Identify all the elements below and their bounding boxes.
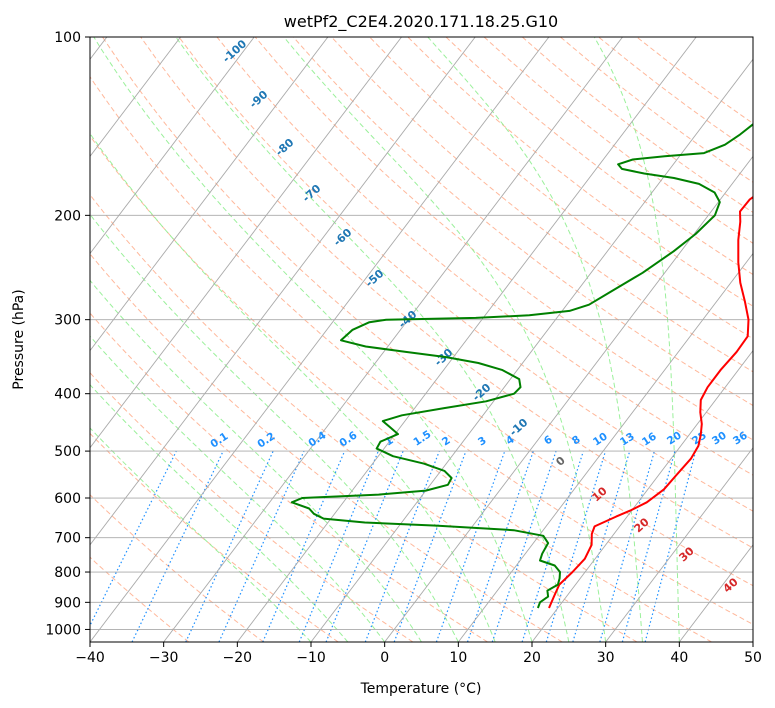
- x-tick-label: 30: [597, 650, 615, 666]
- y-tick-label: 100: [54, 30, 81, 46]
- moist-adiabat: [93, 37, 533, 642]
- isotherm-line: [310, 58, 753, 642]
- moist-adiabat: [90, 384, 349, 642]
- y-tick-label: 200: [54, 208, 81, 224]
- profile-series: [290, 123, 753, 609]
- dry-adiabat: [331, 37, 753, 373]
- moist-adiabat: [90, 213, 459, 642]
- x-tick-label: −30: [149, 650, 179, 666]
- mixing-ratio-line: [262, 450, 346, 642]
- dry-adiabat: [90, 135, 712, 642]
- y-tick-label: 300: [54, 313, 81, 329]
- x-tick-label: −10: [296, 650, 326, 666]
- x-axis-label: Temperature (°C): [360, 681, 482, 697]
- y-axis: 100 200 300 400 500 600 700 800 900 1000: [45, 30, 90, 638]
- mixing-ratio-line: [644, 450, 697, 642]
- moist-adiabat: [90, 335, 386, 642]
- dry-adiabat: [90, 75, 753, 625]
- mixing-ratio-line: [435, 450, 506, 642]
- x-axis: −40 −30 −20 −10 0 10 20 30 40 50: [75, 642, 762, 666]
- moist-adiabat: [427, 37, 643, 642]
- x-tick-label: 0: [380, 650, 389, 666]
- y-tick-label: 400: [54, 387, 81, 403]
- isotherm-line: [384, 155, 753, 642]
- dry-adiabat: [90, 556, 190, 642]
- plot-frame: [89, 36, 754, 643]
- moist-adiabat: [90, 132, 496, 642]
- isotherm-line: [236, 37, 697, 642]
- isotherm-line: [90, 37, 181, 158]
- isotherm-line: [90, 37, 255, 255]
- moist-adiabat: [283, 37, 607, 642]
- plot-area: -100-90-80-70-60-50-40-30-20-10010203040…: [90, 37, 753, 642]
- x-tick-label: 20: [523, 650, 541, 666]
- mixing-ratio-line: [185, 450, 274, 642]
- isotherm-line: [90, 37, 550, 642]
- isotherm-line: [605, 447, 753, 642]
- mixing-ratio-line: [621, 450, 676, 642]
- x-tick-label: 40: [670, 650, 688, 666]
- mixing-ratio-line: [298, 450, 379, 642]
- dry-adiabat: [90, 312, 488, 642]
- x-tick-label: −20: [223, 650, 253, 666]
- dry-adiabat: [292, 37, 753, 407]
- mixing-ratio-lines: [90, 450, 697, 642]
- isotherm-line: [457, 252, 753, 642]
- dry-adiabat: [90, 253, 563, 642]
- y-tick-label: 500: [54, 444, 81, 460]
- mixing-ratio-line: [521, 450, 584, 642]
- y-tick-label: 900: [54, 595, 81, 611]
- chart-title: wetPf2_C2E4.2020.171.18.25.G10: [284, 12, 558, 32]
- y-tick-label: 700: [54, 531, 81, 547]
- dry-adiabat: [178, 37, 753, 512]
- dewpoint-line: [290, 123, 753, 609]
- y-tick-label: 600: [54, 491, 81, 507]
- mixing-ratio-line: [491, 450, 557, 642]
- dry-adiabat: [90, 494, 264, 642]
- isotherm-line: [90, 37, 402, 449]
- mixing-ratio-line: [218, 450, 305, 642]
- mixing-ratio-line: [131, 450, 224, 642]
- isotherm-line: [90, 37, 329, 352]
- dry-adiabat: [90, 194, 638, 642]
- dry-adiabat: [102, 37, 753, 587]
- isotherm-line: [163, 37, 623, 642]
- isotherm-line: [531, 349, 753, 642]
- pressure-gridlines: [90, 37, 753, 630]
- x-tick-label: 10: [449, 650, 467, 666]
- dry-adiabat: [216, 37, 753, 476]
- x-tick-label: 50: [744, 650, 762, 666]
- isotherms: [90, 37, 753, 642]
- mixing-ratio-line: [599, 450, 656, 642]
- moist-adiabat: [593, 37, 680, 642]
- mixing-ratio-line: [572, 450, 631, 642]
- temperature-line: [548, 195, 753, 609]
- x-tick-label: −40: [75, 650, 105, 666]
- mixing-ratio-line: [466, 450, 534, 642]
- moist-adiabat: [90, 279, 422, 642]
- y-tick-label: 800: [54, 565, 81, 581]
- y-axis-label: Pressure (hPa): [11, 289, 27, 389]
- y-tick-label: 1000: [45, 622, 81, 638]
- isotherm-line: [90, 37, 476, 546]
